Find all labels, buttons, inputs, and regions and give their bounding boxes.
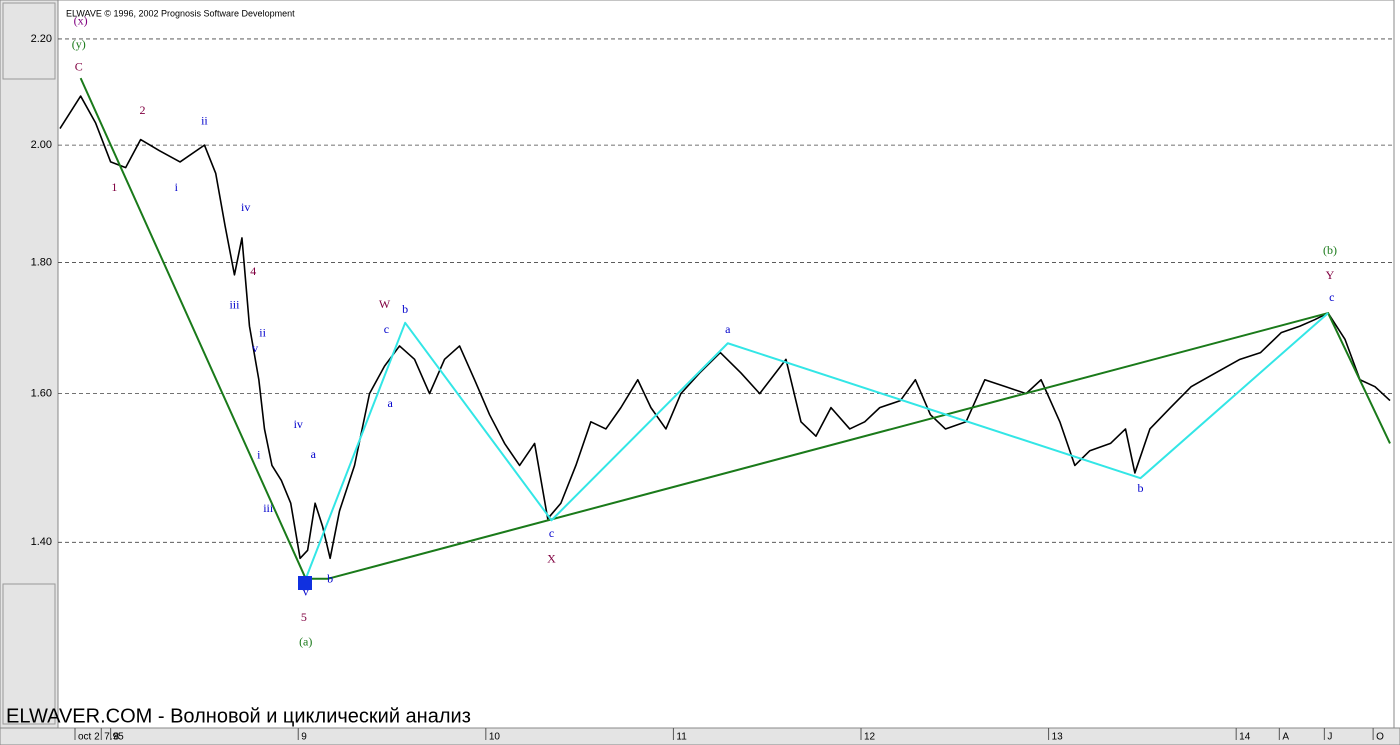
x-tick-label: J xyxy=(1327,732,1332,743)
y-tick-label: 1.60 xyxy=(31,388,52,400)
wave-label: a xyxy=(725,322,731,336)
wave-label: iv xyxy=(241,200,250,214)
wave-label: c xyxy=(384,322,389,336)
watermark: ELWAVER.COM - Волновой и циклический ана… xyxy=(6,705,471,727)
wave-label: c xyxy=(549,526,554,540)
wave-label: X xyxy=(547,552,556,566)
wave-label: v xyxy=(303,585,309,599)
wave-label: 5 xyxy=(301,610,307,624)
y-tick-label: 1.80 xyxy=(31,256,52,268)
wave-label: iv xyxy=(294,417,303,431)
wave-label: 1 xyxy=(111,180,117,194)
wave-label: c xyxy=(1329,290,1334,304)
wave-label: Y xyxy=(1326,268,1335,282)
header-text: ELWAVE © 1996, 2002 Prognosis Software D… xyxy=(66,8,295,18)
wave-label: b xyxy=(1138,481,1144,495)
x-axis-panel xyxy=(0,727,1400,745)
wave-label: ii xyxy=(259,326,266,340)
x-tick-label: O xyxy=(1376,732,1384,743)
wave-label: b xyxy=(327,571,333,585)
wave-label: C xyxy=(75,59,83,73)
y-tick-label: 1.40 xyxy=(31,536,52,548)
series-line xyxy=(304,312,1329,580)
marker xyxy=(298,576,312,590)
wave-label: 4 xyxy=(250,264,256,278)
series-line xyxy=(59,95,1391,560)
x-tick-label: 7.95 xyxy=(104,732,124,743)
x-tick-label: A xyxy=(1282,732,1289,743)
wave-label: W xyxy=(379,297,391,311)
wave-label: a xyxy=(311,447,317,461)
x-tick-label: 8 xyxy=(114,732,120,743)
wave-label: (b) xyxy=(1323,243,1337,257)
wave-label: i xyxy=(257,448,261,462)
x-tick-label: 12 xyxy=(864,732,876,743)
wave-label: (a) xyxy=(299,635,312,649)
y-axis-box xyxy=(2,2,56,80)
x-tick-label: 14 xyxy=(1239,732,1251,743)
wave-label: b xyxy=(402,302,408,316)
x-tick-label: 10 xyxy=(489,732,501,743)
x-tick-label: 9 xyxy=(301,732,307,743)
wave-label: iii xyxy=(263,501,274,515)
wave-label: i xyxy=(175,180,179,194)
y-axis-box xyxy=(2,583,56,725)
wave-label: iii xyxy=(229,298,240,312)
series-line xyxy=(79,77,1391,580)
wave-label: 2 xyxy=(140,103,146,117)
wave-label: v xyxy=(252,341,258,355)
wave-label: ii xyxy=(201,114,208,128)
wave-label: (y) xyxy=(72,37,86,51)
x-tick-label: 13 xyxy=(1052,732,1064,743)
y-tick-label: 2.20 xyxy=(31,33,52,45)
y-axis-panel xyxy=(0,0,59,729)
wave-label: (x) xyxy=(74,14,88,28)
y-tick-label: 2.00 xyxy=(31,139,52,151)
x-tick-label: 11 xyxy=(676,732,687,743)
wave-label: a xyxy=(387,396,393,410)
x-tick-label: oct 2 xyxy=(78,732,100,743)
